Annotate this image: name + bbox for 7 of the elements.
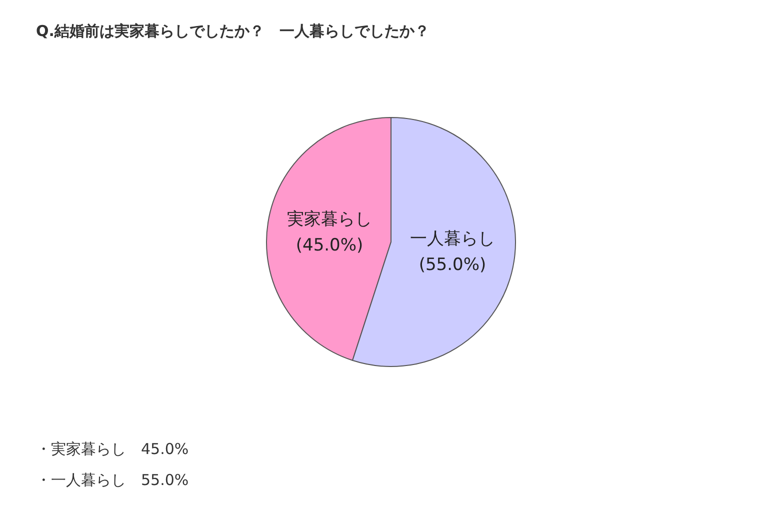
chart-title: Q.結婚前は実家暮らしでしたか？ 一人暮らしでしたか？ xyxy=(36,22,430,41)
text: ・一人暮らし 55.0% xyxy=(36,470,189,491)
data-label: (45.0%) xyxy=(296,236,364,256)
slice-label: 一人暮らし xyxy=(410,229,495,250)
slice-label: 実家暮らし xyxy=(287,210,372,230)
text: ・実家暮らし 45.0% xyxy=(36,439,189,460)
data-label: (55.0%) xyxy=(418,255,486,276)
